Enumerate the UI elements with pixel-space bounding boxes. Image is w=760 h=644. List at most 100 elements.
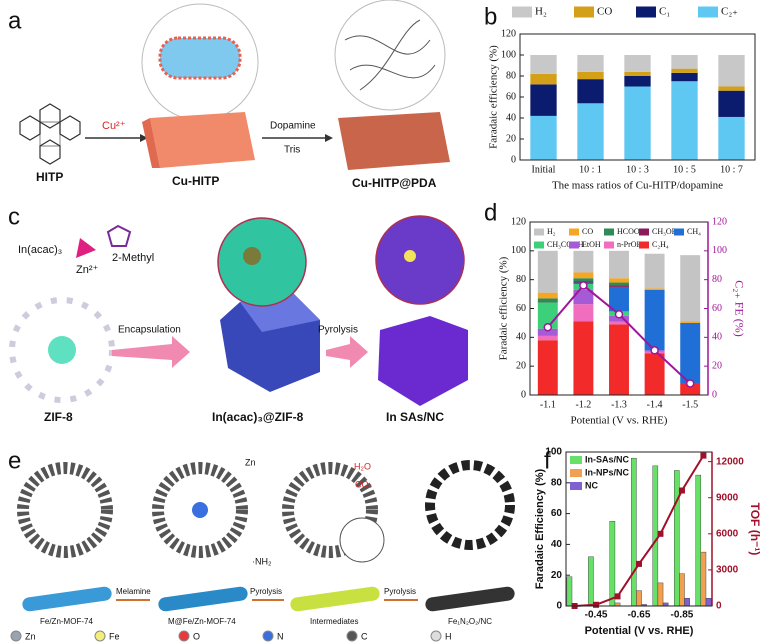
mof-wheel (152, 462, 248, 558)
bar-segment (644, 253, 665, 289)
melamine-guest (192, 502, 208, 518)
bar-segment (530, 73, 557, 85)
y2-tick-label: 12000 (716, 456, 744, 467)
panel-label: d (484, 199, 497, 226)
bar-segment (530, 84, 557, 116)
bar-segment (718, 90, 745, 117)
bar-segment (577, 55, 604, 72)
atom-label: O (193, 631, 200, 641)
label: Fe₁N₂O₂/NC (448, 617, 492, 626)
atom-legend: Zn Fe O N C H (10, 630, 452, 642)
bar-segment (718, 86, 745, 91)
bar-segment (624, 55, 651, 72)
bar (636, 590, 642, 607)
bar (588, 556, 594, 607)
legend-label: H₂ (535, 6, 547, 18)
x-tick-label: -0.85 (671, 610, 694, 621)
bar-segment (609, 315, 629, 322)
line-marker (593, 601, 600, 608)
y-tick-label: 100 (511, 245, 526, 256)
bar (700, 551, 707, 607)
chart: 0 20 40 60 80 100 120 0 20 40 60 80 100 120 -1.1 -1.2 -1… (498, 216, 747, 426)
label: Cu-HITP@PDA (352, 176, 437, 190)
single-atom (404, 250, 416, 262)
zoom-circle (217, 217, 307, 307)
x-tick-label: 10 : 3 (626, 164, 649, 175)
legend-label: C₁ (659, 6, 670, 18)
label: HITP (36, 170, 63, 184)
rod (425, 586, 515, 612)
bar-segment (718, 55, 745, 87)
bar-segment (671, 81, 698, 160)
atom-label: C (361, 631, 368, 641)
mof-wheel (282, 462, 378, 558)
bar-segment (530, 115, 557, 160)
legend-label: In-SAs/NC (585, 454, 630, 464)
x-axis-label: Potential (V vs. RHE) (571, 415, 668, 427)
label: Pyrolysis (318, 325, 358, 336)
zn-icon (76, 238, 96, 258)
atom-label: N (277, 631, 284, 641)
arrow-head (140, 134, 148, 142)
line-marker (543, 322, 553, 332)
x-tick-label: -1.4 (647, 399, 663, 410)
y-tick-label: 0 (556, 601, 562, 612)
bar-segment (718, 116, 745, 160)
atom-swatch (94, 630, 106, 642)
legend-label: CH₄ (687, 227, 701, 236)
panel-label: b (484, 3, 497, 30)
atom-label: H (445, 631, 452, 641)
bar (684, 598, 690, 607)
polymer-chains (344, 19, 436, 91)
y-tick-label: 40 (506, 112, 516, 123)
bar-segment (609, 285, 629, 287)
bar-segment (624, 76, 651, 87)
label: Cu-HITP (172, 174, 219, 188)
imidazole-icon (106, 224, 132, 247)
rod (150, 112, 255, 168)
legend-label: C₂₊ (721, 6, 738, 18)
label: Cu²⁺ (102, 120, 126, 132)
y2-tick-label: 9000 (716, 492, 739, 503)
y2-axis-label: C₂₊ FE (%) (732, 280, 746, 337)
bar-segment (680, 383, 701, 395)
rod (158, 586, 248, 612)
label: Melamine (116, 587, 151, 596)
bar-segment (671, 68, 698, 73)
legend-swatch (674, 228, 684, 236)
bar (705, 598, 712, 607)
label: H₂O (354, 461, 371, 471)
bar (674, 470, 680, 607)
bar-segment (609, 324, 629, 395)
bar-segment (537, 250, 558, 293)
diagram-c: In(acac)₃ Zn²⁺ 2-Methyl ZIF-8 Encapsulat… (9, 215, 468, 424)
legend-label: In-NPs/NC (585, 467, 630, 477)
charts: 0 20 40 60 80 100 120 Initial 10 : 1 10 : 3 10 : 5… (488, 6, 760, 637)
rod (22, 586, 112, 612)
bar (657, 582, 664, 607)
arrow-head (325, 134, 333, 142)
hitp-molecule (19, 103, 81, 165)
legend-label: CO (597, 6, 612, 18)
bar-segment (680, 255, 701, 322)
y-tick-label: 100 (501, 49, 516, 60)
label: Fe/Zn-MOF-74 (40, 617, 93, 626)
bar-segment (573, 304, 594, 322)
bar-segment (624, 71, 651, 76)
y2-tick-label: 0 (712, 389, 717, 400)
bar-segment (573, 272, 594, 279)
x-axis-label: The mass ratios of Cu-HITP/dopamine (552, 180, 723, 192)
bar-segment (680, 321, 701, 323)
bar-segment (609, 286, 629, 312)
diagram-a: HITP Cu²⁺ Cu-HITP Dopamine Tris Cu-HITP@… (19, 0, 450, 190)
atom-label: Fe (109, 631, 120, 641)
label: Tris (284, 145, 300, 156)
cage-center (48, 336, 76, 364)
y-tick-label: 20 (506, 133, 516, 144)
legend-label: EtOH (582, 240, 601, 249)
atom-swatch (10, 630, 22, 642)
legend-swatch (569, 228, 579, 236)
bar-segment (609, 278, 629, 283)
mof-wheel (17, 462, 113, 558)
y-tick-label: 0 (511, 154, 516, 165)
